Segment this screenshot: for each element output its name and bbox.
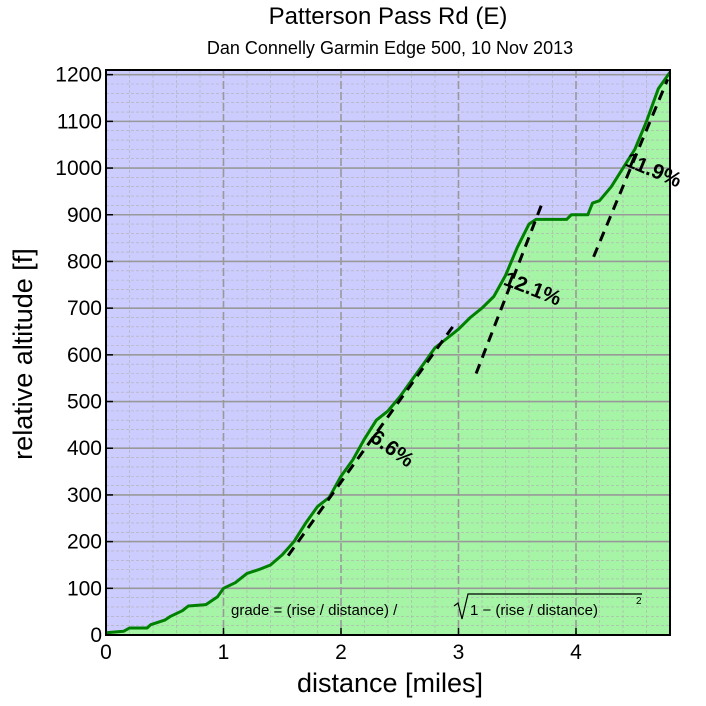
x-tick-label: 4 (570, 641, 582, 664)
y-tick-label: 1100 (57, 110, 102, 133)
altitude-profile-line (105, 71, 672, 635)
grade-formula-exponent: 2 (636, 596, 642, 607)
x-tick-label: 0 (100, 641, 112, 664)
y-tick-label: 300 (67, 484, 102, 507)
chart-subtitle: Dan Connelly Garmin Edge 500, 10 Nov 201… (207, 38, 573, 58)
x-tick-label: 1 (218, 641, 230, 664)
y-tick-label: 400 (67, 437, 102, 460)
sqrt-sign (453, 593, 642, 620)
y-tick-label: 100 (67, 577, 102, 600)
y-tick-label: 500 (67, 391, 102, 414)
y-axis-label: relative altitude [f] (8, 248, 38, 460)
y-tick-label: 1000 (55, 157, 102, 180)
x-tick-label: 2 (335, 641, 347, 664)
y-tick-label: 700 (67, 297, 102, 320)
x-axis-label: distance [miles] (297, 668, 483, 698)
grade-line (286, 325, 454, 557)
y-tick-label: 800 (67, 250, 102, 273)
grade-formula-prefix: grade = (rise / distance) / (231, 602, 398, 619)
x-tick-label: 3 (453, 641, 465, 664)
y-tick-label: 600 (67, 344, 102, 367)
y-tick-label: 1200 (55, 64, 102, 87)
plot-frame (105, 69, 671, 636)
y-tick-label: 200 (67, 531, 102, 554)
grade-formula: grade = (rise / distance) / 1 − (rise / … (231, 593, 642, 620)
y-tick-label: 0 (90, 624, 102, 647)
grade-line (592, 78, 670, 258)
grade-line (474, 200, 545, 375)
y-tick-label: 900 (67, 204, 102, 227)
chart-title: Patterson Pass Rd (E) (269, 3, 508, 30)
plot-area: 6.6%12.1%11.9%0 1 2 3 4010020030040050060070… (55, 64, 685, 664)
grade-formula-radicand: 1 − (rise / distance) (470, 602, 598, 619)
